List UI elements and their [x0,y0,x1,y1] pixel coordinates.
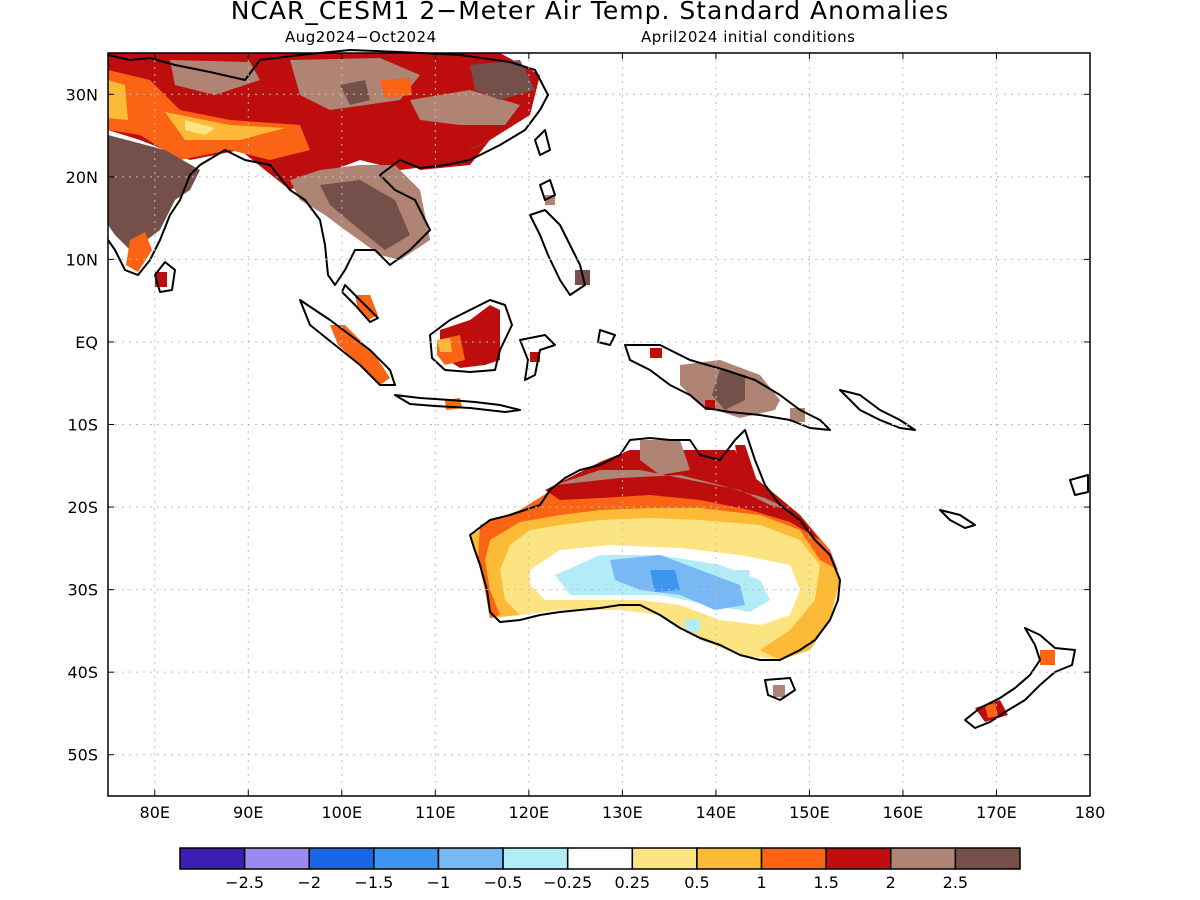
lon-tick-label: 180 [1075,803,1106,822]
colorbar-label: 0.25 [614,873,650,892]
colorbar-swatch [760,847,827,870]
colorbar-label: −0.5 [484,873,523,892]
forecast-period: Aug2024−Oct2024 [285,28,437,46]
lon-tick-label: 90E [233,803,263,822]
lon-tick-label: 140E [696,803,737,822]
colorbar-swatch [566,847,634,870]
colorbar-label: 1 [756,873,766,892]
colorbar: −2.5 −2 −1.5 −1 −0.5 −0.25 0.25 0.5 1 1.5 2 2.5 [179,847,1021,892]
colorbar-label: 2.5 [943,873,968,892]
colorbar-label: −1 [427,873,451,892]
colorbar-swatch [179,847,246,870]
lat-tick-label: EQ [75,333,98,352]
lat-tick-label: 20S [67,498,98,517]
colorbar-swatch [308,847,375,870]
colorbar-label: 1.5 [813,873,838,892]
colorbar-swatch [243,847,310,870]
colorbar-label: −1.5 [354,873,393,892]
colorbar-label: 2 [886,873,896,892]
lon-tick-label: 150E [789,803,830,822]
axis-ticks: 80E 90E 100E 110E 120E 130E 140E 150E 160E 170E 18… [66,53,1106,822]
lon-tick-label: 160E [883,803,924,822]
lon-tick-label: 120E [509,803,550,822]
lat-tick-label: 10S [67,416,98,435]
colorbar-label: 0.5 [684,873,709,892]
colorbar-label: −2.5 [225,873,264,892]
lon-tick-label: 130E [602,803,643,822]
map-title: NCAR_CESM1 2−Meter Air Temp. Standard An… [230,0,950,25]
colorbar-swatch [437,847,504,870]
colorbar-swatch [954,847,1021,870]
lat-tick-label: 10N [66,250,98,269]
lon-tick-label: 110E [415,803,456,822]
lon-tick-label: 170E [976,803,1017,822]
lon-tick-label: 80E [140,803,170,822]
lat-tick-label: 50S [67,746,98,765]
colorbar-swatch [373,847,440,870]
lon-tick-label: 100E [321,803,362,822]
colorbar-swatch [890,847,957,870]
lat-tick-label: 30N [66,85,98,104]
colorbar-swatch [696,847,763,870]
coastlines [107,49,1089,729]
colorbar-swatch [502,847,569,870]
colorbar-swatch [631,847,698,870]
lat-tick-label: 30S [67,581,98,600]
colorbar-swatch [825,847,892,870]
lat-tick-label: 40S [67,663,98,682]
graticule [108,53,1090,796]
initial-conditions: April2024 initial conditions [641,28,856,46]
anomaly-shading [108,53,1055,722]
colorbar-label: −2 [297,873,321,892]
lat-tick-label: 20N [66,168,98,187]
colorbar-label: −0.25 [543,873,592,892]
